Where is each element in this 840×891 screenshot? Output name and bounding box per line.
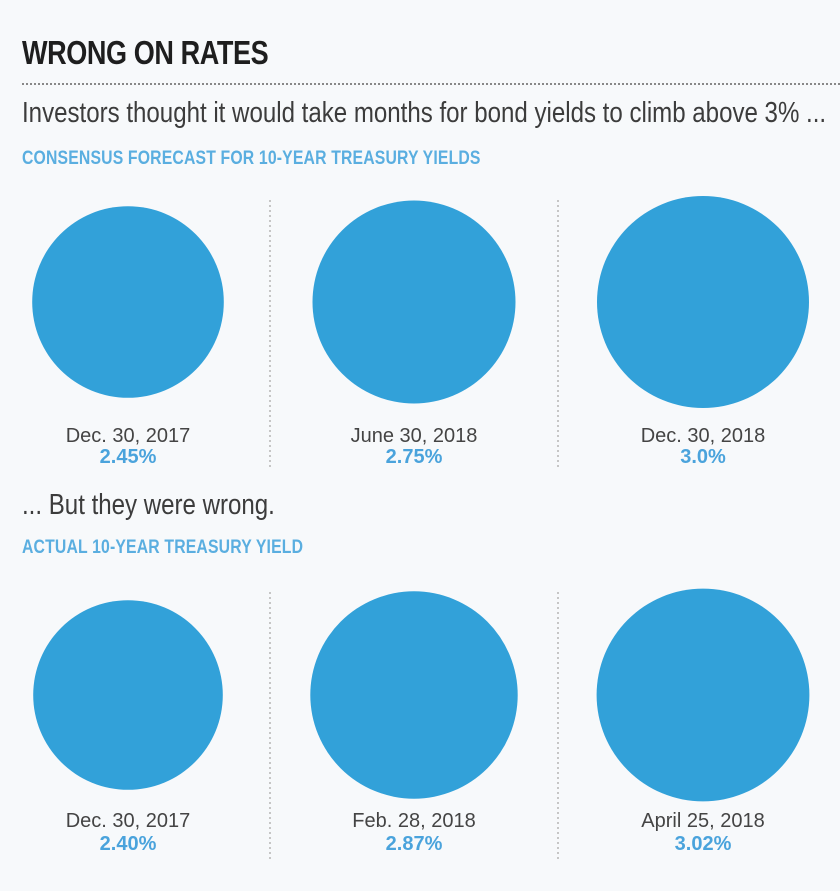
actual-value-label-3: 3.02%: [675, 833, 732, 855]
forecast-value-label-2: 2.75%: [386, 446, 443, 468]
actual-section-label: ACTUAL 10-YEAR TREASURY YIELD: [22, 537, 304, 558]
actual-date-label-3: April 25, 2018: [641, 810, 764, 832]
actual-bubble-1: [33, 600, 223, 790]
actual-value-label-2: 2.87%: [386, 833, 443, 855]
forecast-date-label-2: June 30, 2018: [351, 425, 478, 447]
actual-bubble-3: [596, 588, 810, 802]
title-divider: [22, 83, 840, 85]
chart-title: WRONG ON RATES: [22, 34, 269, 71]
forecast-bubble-3: [597, 196, 809, 408]
actual-value-label-1: 2.40%: [100, 833, 157, 855]
forecast-section-label: CONSENSUS FORECAST FOR 10-YEAR TREASURY …: [22, 148, 481, 169]
forecast-date-label-3: Dec. 30, 2018: [641, 425, 766, 447]
forecast-bubble-1: [32, 206, 224, 398]
forecast-value-label-3: 3.0%: [680, 446, 726, 468]
subtitle-forecast: Investors thought it would take months f…: [22, 97, 827, 129]
actual-bubble-2: [310, 591, 518, 799]
actual-date-label-1: Dec. 30, 2017: [66, 810, 191, 832]
forecast-value-label-1: 2.45%: [100, 446, 157, 468]
forecast-bubble-2: [312, 200, 516, 404]
subtitle-actual: ... But they were wrong.: [22, 489, 275, 521]
forecast-date-label-1: Dec. 30, 2017: [66, 425, 191, 447]
actual-date-label-2: Feb. 28, 2018: [352, 810, 475, 832]
